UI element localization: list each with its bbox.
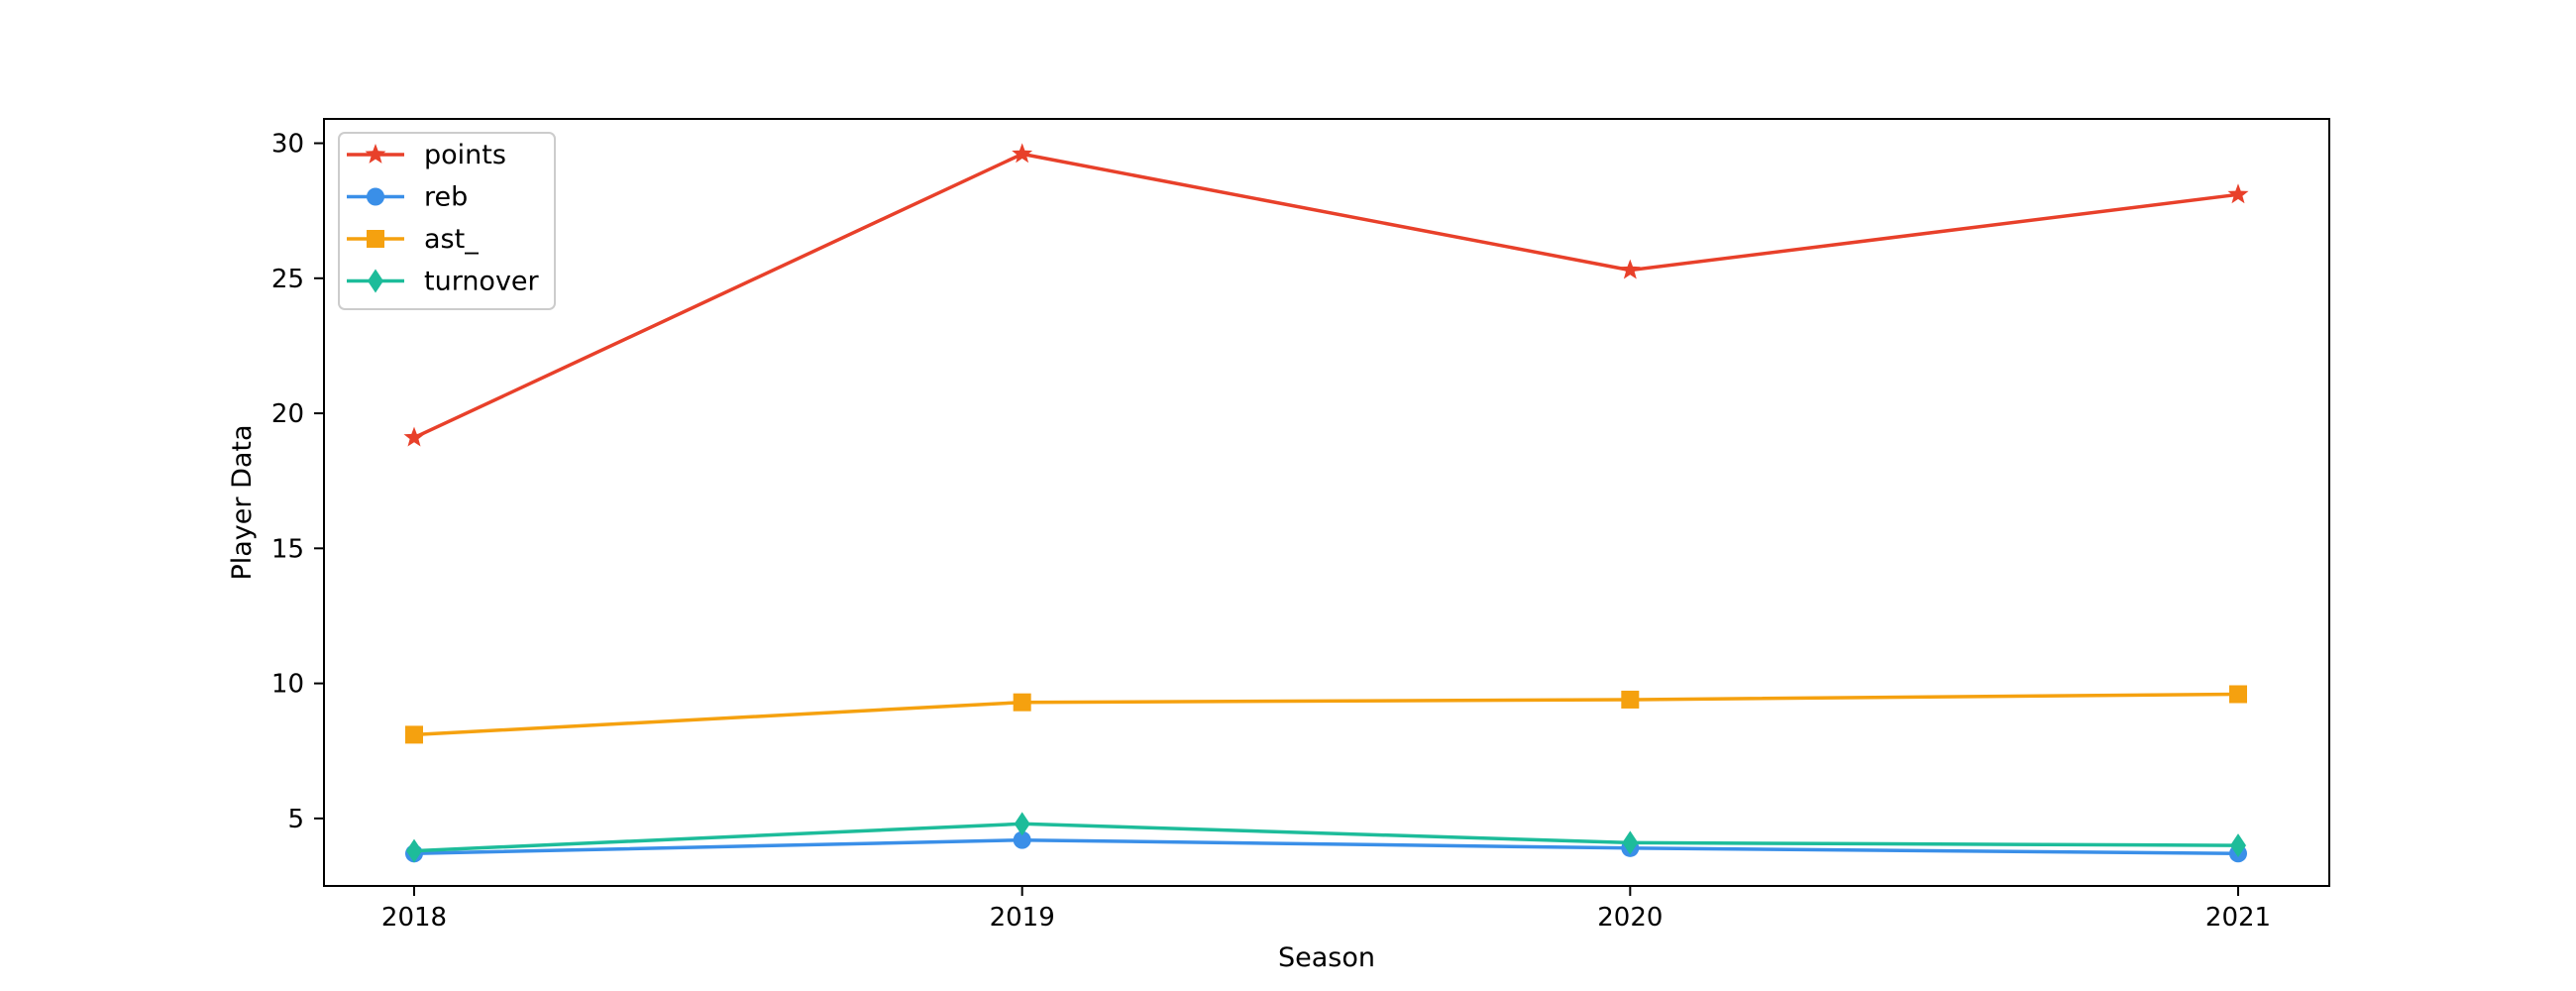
data-point-points: [403, 426, 425, 447]
y-tick-label: 5: [287, 805, 304, 834]
data-point-turnover: [2230, 833, 2246, 858]
legend-label-reb: reb: [424, 182, 468, 213]
y-tick-label: 15: [271, 534, 304, 564]
data-point-turnover: [1014, 812, 1030, 836]
x-tick-label: 2018: [381, 903, 447, 933]
plot-frame: [323, 118, 2330, 887]
data-point-reb: [1013, 830, 1031, 849]
data-point-turnover: [1622, 830, 1639, 855]
data-point-points: [1012, 143, 1033, 164]
x-tick-label: 2020: [1597, 903, 1663, 933]
legend-label-points: points: [424, 140, 506, 170]
legend-marker-ast_: [367, 230, 384, 248]
y-tick-label: 25: [271, 265, 304, 294]
y-tick-label: 30: [271, 130, 304, 160]
series-line-points: [413, 152, 2239, 440]
legend-marker-turnover: [368, 269, 383, 293]
x-tick-label: 2019: [990, 903, 1055, 933]
series-layer: [403, 143, 2249, 863]
x-axis-label: Season: [1278, 942, 1375, 973]
legend: points reb ast_ turnover: [338, 132, 556, 310]
legend-label-ast_: ast_: [424, 224, 479, 255]
data-point-points: [1619, 259, 1641, 279]
data-point-points: [2227, 183, 2249, 204]
data-point-turnover: [406, 838, 422, 863]
y-tick-label: 10: [271, 670, 304, 700]
y-axis: 5 10 15 20 25 30: [271, 130, 324, 834]
legend-frame: [338, 132, 556, 310]
data-point-ast_: [405, 725, 423, 744]
legend-marker-reb: [367, 187, 384, 206]
data-point-ast_: [1013, 693, 1031, 712]
legend-label-turnover: turnover: [424, 267, 540, 297]
legend-marker-points: [365, 144, 386, 164]
x-axis: 2018 2019 2020 2021: [381, 886, 2271, 933]
series-line-turnover: [413, 822, 2239, 853]
y-tick-label: 20: [271, 399, 304, 429]
data-point-ast_: [1621, 690, 1640, 709]
series-line-ast_: [413, 692, 2239, 737]
series-line-reb: [413, 837, 2239, 856]
data-point-ast_: [2229, 685, 2247, 704]
x-tick-label: 2021: [2205, 903, 2271, 933]
y-axis-label: Player Data: [227, 424, 258, 580]
